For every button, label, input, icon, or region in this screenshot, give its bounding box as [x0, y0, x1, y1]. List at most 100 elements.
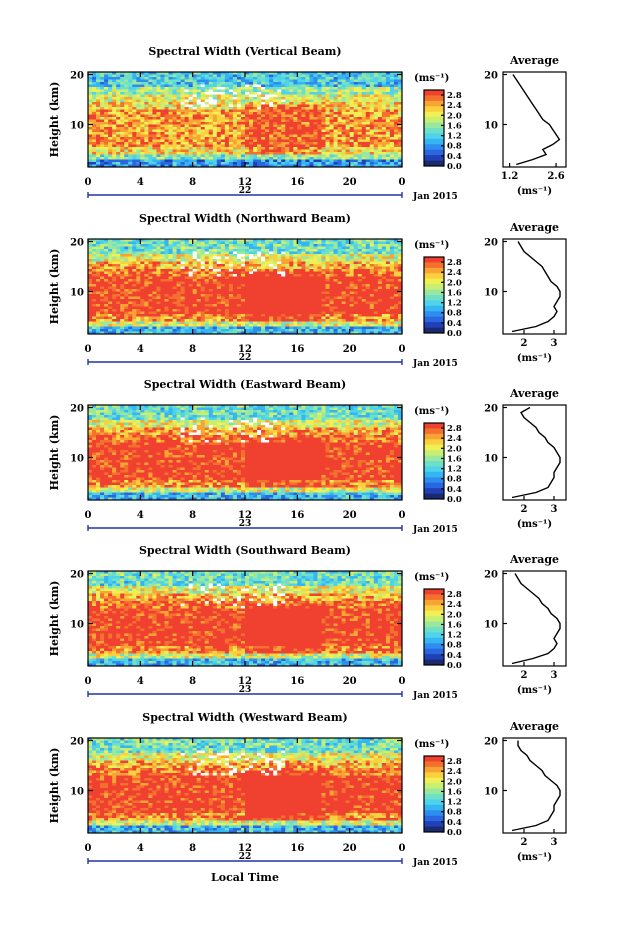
heatmap-cell	[357, 251, 363, 255]
heatmap-cell	[120, 139, 125, 143]
heatmap-cell	[120, 112, 125, 115]
heatmap-cell	[224, 279, 230, 282]
heatmap-cell	[249, 271, 254, 275]
heatmap-cell	[297, 87, 302, 90]
heatmap-cell	[397, 112, 403, 115]
heatmap-cell	[208, 286, 214, 290]
heatmap-cell	[108, 149, 113, 153]
heatmap-cell	[164, 139, 169, 143]
heatmap-cell	[208, 137, 214, 140]
heatmap-cell	[216, 99, 222, 103]
heatmap-cell	[196, 291, 202, 295]
heatmap-cell	[281, 72, 286, 75]
heatmap-cell	[140, 281, 145, 285]
heatmap-cell	[365, 239, 371, 242]
heatmap-cell	[184, 139, 190, 143]
heatmap-cell	[200, 84, 206, 88]
heatmap-cell	[160, 251, 165, 255]
heatmap-cell	[261, 139, 266, 143]
heatmap-cell	[88, 259, 93, 262]
heatmap-cell	[204, 122, 210, 125]
colorbar-segment	[424, 144, 444, 151]
heatmap-cell	[389, 124, 395, 128]
heatmap-cell	[245, 162, 250, 165]
heatmap-cell	[156, 102, 161, 105]
heatmap-cell	[393, 147, 399, 150]
heatmap-cell	[301, 109, 306, 113]
heatmap-cell	[341, 124, 347, 128]
heatmap-cell	[168, 281, 173, 285]
heatmap-cell	[140, 129, 145, 133]
heatmap-cell	[140, 137, 145, 140]
heatmap-cell	[136, 122, 141, 125]
heatmap-cell	[92, 289, 97, 292]
heatmap-cell	[313, 299, 318, 302]
heatmap-cell	[100, 122, 105, 125]
heatmap-cell	[92, 92, 97, 95]
heatmap-cell	[224, 117, 230, 120]
heatmap-cell	[337, 132, 343, 135]
heatmap-cell	[289, 74, 294, 78]
heatmap-cell	[245, 124, 250, 128]
heatmap-cell	[220, 92, 226, 95]
heatmap-cell	[192, 259, 198, 262]
heatmap-cell	[164, 72, 169, 75]
heatmap-cell	[144, 117, 149, 120]
heatmap-cell	[361, 97, 367, 100]
heatmap-cell	[176, 92, 181, 95]
heatmap-cell	[196, 301, 202, 305]
heatmap-cell	[132, 271, 137, 275]
heatmap-cell	[321, 279, 326, 282]
heatmap-cell	[273, 261, 278, 265]
heatmap-cell	[116, 94, 121, 98]
heatmap-cell	[120, 127, 125, 130]
heatmap-cell	[269, 299, 274, 302]
heatmap-cell	[293, 139, 298, 143]
heatmap-cell	[168, 112, 173, 115]
heatmap-cell	[261, 296, 266, 300]
heatmap-cell	[313, 274, 318, 277]
heatmap-cell	[317, 274, 322, 277]
heatmap-cell	[341, 72, 347, 75]
heatmap-cell	[120, 124, 125, 128]
heatmap-cell	[257, 256, 262, 260]
heatmap-cell	[160, 164, 165, 168]
colorbar-segment	[424, 117, 444, 123]
heatmap-cell	[216, 286, 222, 290]
heatmap-cell	[277, 159, 282, 163]
heatmap-cell	[168, 261, 173, 265]
heatmap-cell	[253, 254, 258, 257]
heatmap-cell	[281, 281, 286, 285]
heatmap-cell	[249, 127, 254, 130]
heatmap-cell	[385, 122, 391, 125]
heatmap-cell	[277, 239, 282, 242]
heatmap-cell	[204, 82, 210, 85]
heatmap-cell	[212, 119, 218, 123]
heatmap-cell	[245, 112, 250, 115]
heatmap-cell	[297, 77, 302, 80]
heatmap-cell	[160, 79, 165, 83]
heatmap-cell	[261, 244, 266, 247]
heatmap-cell	[269, 269, 274, 272]
heatmap-cell	[385, 264, 391, 267]
heatmap-cell	[216, 289, 222, 292]
heatmap-cell	[357, 72, 363, 75]
heatmap-cell	[257, 269, 262, 272]
heatmap-cell	[212, 269, 218, 272]
heatmap-cell	[188, 74, 194, 78]
heatmap-cell	[216, 127, 222, 130]
heatmap-cell	[349, 114, 355, 118]
heatmap-cell	[148, 266, 153, 270]
heatmap-cell	[313, 246, 318, 250]
heatmap-cell	[104, 82, 109, 85]
heatmap-cell	[228, 97, 234, 100]
heatmap-cell	[369, 147, 375, 150]
heatmap-cell	[156, 84, 161, 88]
heatmap-cell	[397, 296, 403, 300]
heatmap-cell	[168, 256, 173, 260]
heatmap-cell	[353, 159, 359, 163]
heatmap-cell	[180, 254, 186, 257]
heatmap-cell	[92, 144, 97, 148]
heatmap-cell	[164, 301, 169, 305]
heatmap-cell	[152, 107, 157, 110]
